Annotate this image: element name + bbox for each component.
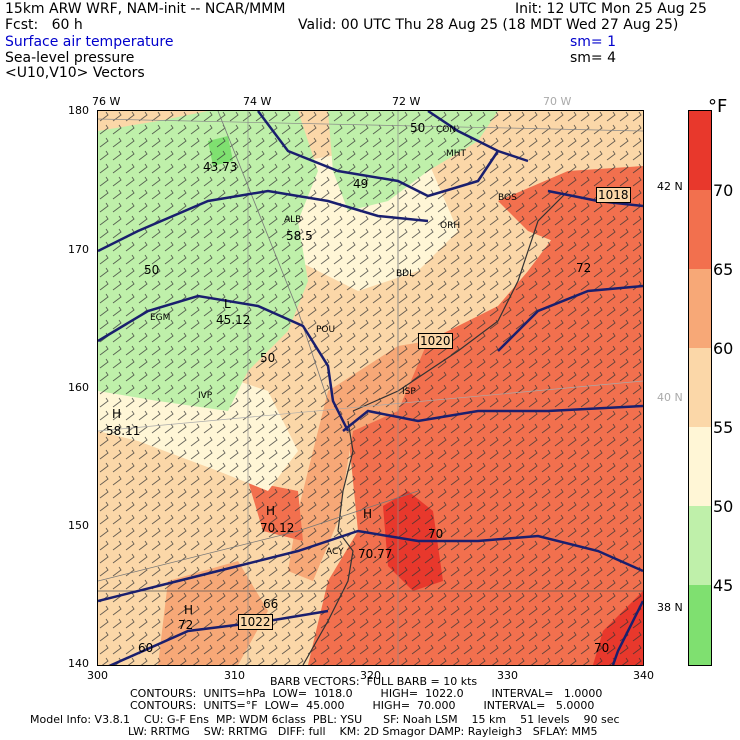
model-info-2: LW: RRTMG SW: RRTMG DIFF: full KM: 2D Sm… <box>128 725 598 738</box>
temp-contour-label: 50 <box>410 121 426 135</box>
high-temp-value: 70.12 <box>260 521 295 535</box>
station-mht: MHT <box>446 149 467 159</box>
temp-contour-info: CONTOURS: UNITS=°F LOW= 45.000 HIGH= 70.… <box>130 699 595 712</box>
low-pressure-value: 45.12 <box>216 313 251 327</box>
high-temp-value: 58.11 <box>106 424 141 438</box>
alb-temp-value: 58.5 <box>286 229 313 243</box>
colorbar-band <box>689 427 711 506</box>
station-acy: ACY <box>326 547 344 557</box>
colorbar-label: 70 <box>713 181 734 200</box>
high-temp-marker: H <box>363 507 373 521</box>
temp-contour-label: 50 <box>260 351 276 365</box>
x-tick: 340 <box>633 669 654 682</box>
colorbar-band <box>689 269 711 348</box>
colorbar-label: 55 <box>713 418 734 437</box>
temp-contour-label: 72 <box>576 261 592 275</box>
x-tick: 300 <box>87 669 108 682</box>
colorbar <box>688 110 712 666</box>
colorbar-unit: °F <box>708 96 728 117</box>
pressure-contour-info: CONTOURS: UNITS=hPa LOW= 1018.0 HIGH= 10… <box>130 687 603 700</box>
lat-label: 42 N <box>657 180 683 193</box>
colorbar-label: 60 <box>713 339 734 358</box>
temp-contour-label: 70 <box>428 527 444 541</box>
grid-line <box>98 118 643 132</box>
map-canvas <box>98 111 643 665</box>
station-bdl: BDL <box>396 269 415 279</box>
colorbar-band <box>689 506 711 585</box>
colorbar-band <box>689 111 711 190</box>
high-temp-value: 72 <box>178 618 194 632</box>
low-pressure-marker: L <box>224 297 231 311</box>
isobar-1020-east <box>342 404 643 432</box>
isobar-1018 <box>257 111 500 198</box>
station-bos: BOS <box>498 193 517 203</box>
high-temp-value: 70.77 <box>358 547 393 561</box>
colorbar-band <box>689 585 711 665</box>
y-tick: 140 <box>68 657 89 670</box>
y-tick: 160 <box>68 381 89 394</box>
x-tick: 320 <box>360 669 381 682</box>
isobar-1017 <box>427 111 529 163</box>
field-vectors: <U10,V10> Vectors <box>5 65 145 81</box>
y-tick: 170 <box>68 243 89 256</box>
colorbar-label: 50 <box>713 497 734 516</box>
x-tick: 330 <box>497 669 518 682</box>
coastline <box>302 420 354 665</box>
temp-contour-label: 60 <box>138 641 154 655</box>
weather-map: 50 CON MHT 43.73 49 ALB 58.5 ORH BDL 50 … <box>97 110 644 666</box>
state-border <box>98 490 419 582</box>
forecast-hour: Fcst: 60 h <box>5 17 83 33</box>
state-border <box>217 111 329 402</box>
colorbar-band <box>689 348 711 427</box>
isobar-1019-east <box>497 284 643 352</box>
temp-contour-label: 70 <box>594 641 610 655</box>
isobar-label: 1020 <box>418 333 453 349</box>
station-egm: EGM <box>150 313 171 323</box>
isobar-label: 1022 <box>238 614 273 630</box>
model-info-1: Model Info: V3.8.1 CU: G-F Ens MP: WDM 6… <box>30 713 620 726</box>
smoothing-2: sm= 4 <box>570 50 617 66</box>
temp-contour-label: 66 <box>263 597 279 611</box>
high-temp-marker: H <box>184 603 194 617</box>
temp-contour-label: 49 <box>353 177 369 191</box>
colorbar-label: 45 <box>713 576 734 595</box>
grid-line <box>98 380 643 432</box>
model-title: 15km ARW WRF, NAM-init -- NCAR/MMM <box>5 1 286 17</box>
temp-contour-label: 50 <box>144 263 160 277</box>
isobar-label: 1018 <box>596 187 631 203</box>
station-orh: ORH <box>440 221 461 231</box>
colorbar-band <box>689 190 711 269</box>
lat-label: 38 N <box>657 601 683 614</box>
barb-legend: BARB VECTORS: FULL BARB = 10 kts <box>270 675 478 688</box>
low-temp-value: 43.73 <box>203 160 238 174</box>
high-temp-marker: H <box>112 407 122 421</box>
station-con: CON <box>436 125 457 135</box>
lat-label: 40 N <box>657 391 683 404</box>
valid-time: Valid: 00 UTC Thu 28 Aug 25 (18 MDT Wed … <box>298 17 679 33</box>
y-tick: 150 <box>68 519 89 532</box>
isobar-1020 <box>98 294 350 432</box>
colorbar-label: 65 <box>713 260 734 279</box>
isobar-1021-se <box>611 600 643 665</box>
isobar-1022 <box>108 609 329 665</box>
lon-label: 74 W <box>243 95 272 108</box>
y-tick: 180 <box>68 104 89 117</box>
lon-label: 72 W <box>392 95 421 108</box>
lon-label: 76 W <box>92 95 121 108</box>
field-temperature: Surface air temperature <box>5 34 174 50</box>
field-pressure: Sea-level pressure <box>5 50 135 66</box>
wind-barbs <box>98 111 643 665</box>
station-ivp: IVP <box>198 391 213 401</box>
x-tick: 310 <box>224 669 245 682</box>
station-alb: ALB <box>284 215 302 225</box>
station-pou: POU <box>316 325 336 335</box>
isobar-1021 <box>98 529 643 603</box>
high-temp-marker: H <box>266 504 276 518</box>
smoothing-1: sm= 1 <box>570 34 617 50</box>
isobar-1019 <box>98 189 429 253</box>
station-isp: ISP <box>402 387 416 397</box>
lon-label: 70 W <box>543 95 572 108</box>
init-time: Init: 12 UTC Mon 25 Aug 25 <box>515 1 707 17</box>
